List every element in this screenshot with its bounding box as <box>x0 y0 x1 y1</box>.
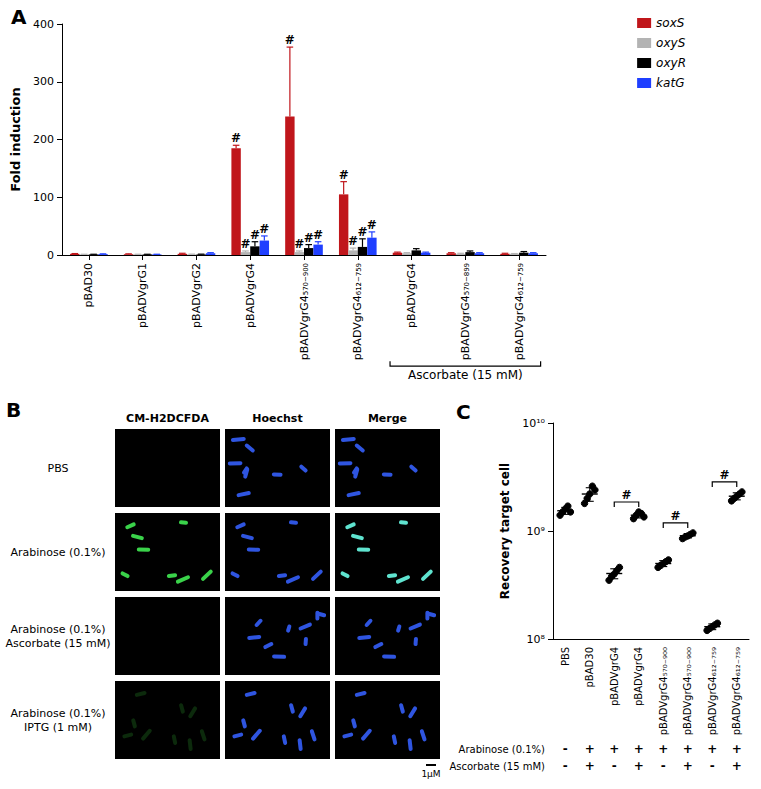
svg-text:IPTG (1 mM): IPTG (1 mM) <box>24 721 92 734</box>
svg-text:pBADVgrG4₅₇₀₋₉₀₀: pBADVgrG4₅₇₀₋₉₀₀ <box>682 647 693 735</box>
svg-text:katG: katG <box>656 76 684 90</box>
svg-text:#: # <box>670 509 680 523</box>
svg-text:#: # <box>285 33 295 47</box>
svg-text:#: # <box>313 228 323 242</box>
svg-text:Arabinose (0.1%): Arabinose (0.1%) <box>10 623 105 636</box>
svg-text:-: - <box>710 759 715 773</box>
svg-text:pBADVgrG4₆₁₂₋₇₅₉: pBADVgrG4₆₁₂₋₇₅₉ <box>513 263 526 360</box>
svg-text:400: 400 <box>33 18 54 31</box>
svg-text:1μM: 1μM <box>421 769 440 779</box>
svg-text:+: + <box>732 742 742 756</box>
svg-text:Arabinose (0.1%): Arabinose (0.1%) <box>459 744 546 755</box>
svg-text:pBADVgrG4: pBADVgrG4 <box>633 647 644 706</box>
svg-text:pBADVgrG4₅₇₀₋₈₉₉: pBADVgrG4₅₇₀₋₈₉₉ <box>459 263 472 360</box>
svg-text:-: - <box>661 759 666 773</box>
svg-text:pBADVgrG4₆₁₂₋₇₅₉: pBADVgrG4₆₁₂₋₇₅₉ <box>351 263 364 360</box>
svg-text:Ascorbate (15 mM): Ascorbate (15 mM) <box>408 368 523 382</box>
svg-text:pBADVgrG4: pBADVgrG4 <box>609 647 620 706</box>
svg-text:#: # <box>621 488 631 502</box>
svg-text:+: + <box>658 742 668 756</box>
svg-text:pBADVgrG2: pBADVgrG2 <box>190 263 203 328</box>
svg-text:+: + <box>634 759 644 773</box>
svg-text:Recovery target cell: Recovery target cell <box>498 463 512 600</box>
svg-text:+: + <box>585 742 595 756</box>
svg-text:#: # <box>339 168 349 182</box>
svg-text:pBADVgrG4: pBADVgrG4 <box>244 263 257 328</box>
svg-text:+: + <box>683 742 693 756</box>
svg-text:#: # <box>719 468 729 482</box>
svg-text:#: # <box>259 222 269 236</box>
svg-text:+: + <box>585 759 595 773</box>
svg-text:+: + <box>707 742 717 756</box>
svg-text:Hoechst: Hoechst <box>252 412 302 425</box>
svg-text:pBADVgrG4₆₁₂₋₇₅₉: pBADVgrG4₆₁₂₋₇₅₉ <box>707 647 718 735</box>
svg-text:pBADVgrG4₆₁₂₋₇₅₉: pBADVgrG4₆₁₂₋₇₅₉ <box>731 647 742 735</box>
svg-text:B: B <box>6 398 21 422</box>
svg-text:pBADVgrG4₅₇₀₋₉₀₀: pBADVgrG4₅₇₀₋₉₀₀ <box>298 262 311 360</box>
svg-text:oxyR: oxyR <box>656 56 686 70</box>
svg-text:10⁹: 10⁹ <box>527 525 545 538</box>
svg-text:pBAD30: pBAD30 <box>82 263 95 308</box>
svg-text:200: 200 <box>33 133 54 146</box>
svg-text:-: - <box>563 759 568 773</box>
svg-text:10¹⁰: 10¹⁰ <box>522 417 545 430</box>
svg-text:+: + <box>683 759 693 773</box>
svg-text:-: - <box>563 742 568 756</box>
svg-text:pBADVgrG1: pBADVgrG1 <box>136 263 149 328</box>
svg-text:soxS: soxS <box>656 16 685 30</box>
svg-text:PBS: PBS <box>48 462 69 475</box>
svg-text:PBS: PBS <box>560 647 571 666</box>
svg-text:#: # <box>367 218 377 232</box>
svg-text:Merge: Merge <box>368 412 407 425</box>
svg-text:Ascorbate (15 mM): Ascorbate (15 mM) <box>449 761 545 772</box>
svg-text:C: C <box>456 400 471 424</box>
svg-text:A: A <box>11 5 27 29</box>
svg-text:10⁸: 10⁸ <box>527 633 546 646</box>
svg-text:pBADVgrG4₅₇₀₋₉₀₀: pBADVgrG4₅₇₀₋₉₀₀ <box>658 647 669 735</box>
svg-text:Ascorbate (15 mM): Ascorbate (15 mM) <box>5 637 110 650</box>
svg-text:CM-H2DCFDA: CM-H2DCFDA <box>126 412 209 425</box>
svg-text:#: # <box>231 131 241 145</box>
svg-text:Arabinose (0.1%): Arabinose (0.1%) <box>10 707 105 720</box>
svg-text:pBAD30: pBAD30 <box>584 647 595 687</box>
svg-text:pBADVgrG4: pBADVgrG4 <box>405 263 418 328</box>
svg-text:oxyS: oxyS <box>656 36 686 50</box>
svg-text:+: + <box>609 742 619 756</box>
svg-text:300: 300 <box>33 75 54 88</box>
svg-text:+: + <box>634 742 644 756</box>
svg-text:100: 100 <box>33 191 54 204</box>
svg-text:Fold induction: Fold induction <box>8 87 23 191</box>
svg-text:-: - <box>612 759 617 773</box>
svg-text:+: + <box>732 759 742 773</box>
svg-text:0: 0 <box>47 249 54 262</box>
svg-text:Arabinose (0.1%): Arabinose (0.1%) <box>10 546 105 559</box>
